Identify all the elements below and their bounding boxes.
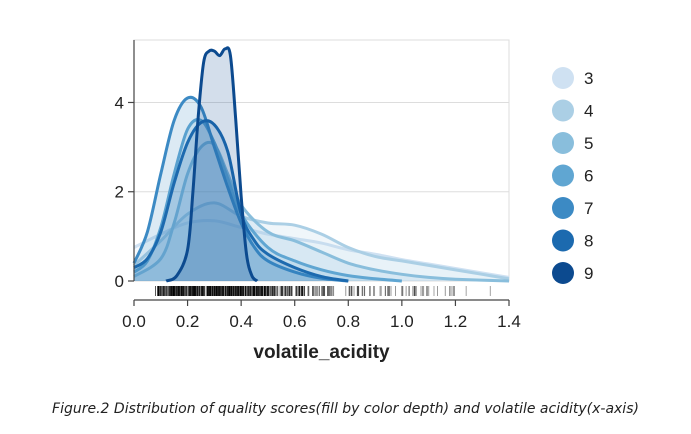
density-line-quality-5 xyxy=(133,140,510,283)
x-tick-label-0.8: 0.8 xyxy=(336,312,360,331)
y-tick-label-0: 0 xyxy=(115,272,124,291)
density-area-quality-4 xyxy=(134,202,509,281)
density-areas xyxy=(132,46,510,283)
x-tick-label-1.4: 1.4 xyxy=(497,312,521,331)
x-tick-label-0.6: 0.6 xyxy=(283,312,307,331)
legend: 3 4 5 6 7 8 9 xyxy=(552,67,593,284)
legend-swatch-9 xyxy=(552,262,574,284)
x-tick-label-0.0: 0.0 xyxy=(122,312,146,331)
legend-swatch-8 xyxy=(552,229,574,252)
rug-marks xyxy=(155,286,491,296)
legend-label-7: 7 xyxy=(584,199,593,218)
density-chart: 0 2 4 0.0 0.2 0.4 0.6 0.8 1.0 1.2 1.4 volatile_aci… xyxy=(115,39,593,363)
legend-label-9: 9 xyxy=(584,264,593,283)
legend-swatch-5 xyxy=(552,132,574,154)
x-tick-label-0.4: 0.4 xyxy=(229,312,253,331)
density-line-quality-9 xyxy=(165,46,259,283)
legend-label-6: 6 xyxy=(584,167,593,186)
figure-caption: Figure.2 Distribution of quality scores(… xyxy=(52,401,639,417)
x-tick-label-1.2: 1.2 xyxy=(444,312,468,331)
legend-label-3: 3 xyxy=(584,69,593,88)
density-line-quality-8 xyxy=(133,119,349,283)
density-area-quality-6 xyxy=(134,119,402,281)
y-tick-label-2: 2 xyxy=(115,183,124,202)
x-axis-title: volatile_acidity xyxy=(253,342,390,363)
density-line-quality-4 xyxy=(132,201,510,281)
legend-swatch-7 xyxy=(552,197,574,219)
y-tick-label-4: 4 xyxy=(115,93,124,112)
x-tick-label-1.0: 1.0 xyxy=(390,312,414,331)
legend-label-5: 5 xyxy=(584,134,593,153)
legend-swatch-6 xyxy=(552,164,574,187)
legend-swatch-4 xyxy=(552,99,574,122)
axes xyxy=(128,40,510,306)
legend-label-8: 8 xyxy=(584,232,593,251)
density-line-quality-7 xyxy=(132,95,349,283)
legend-label-4: 4 xyxy=(584,102,593,121)
x-tick-label-0.2: 0.2 xyxy=(176,312,200,331)
tick-labels: 0 2 4 0.0 0.2 0.4 0.6 0.8 1.0 1.2 1.4 xyxy=(115,93,521,331)
legend-swatch-3 xyxy=(552,67,574,89)
